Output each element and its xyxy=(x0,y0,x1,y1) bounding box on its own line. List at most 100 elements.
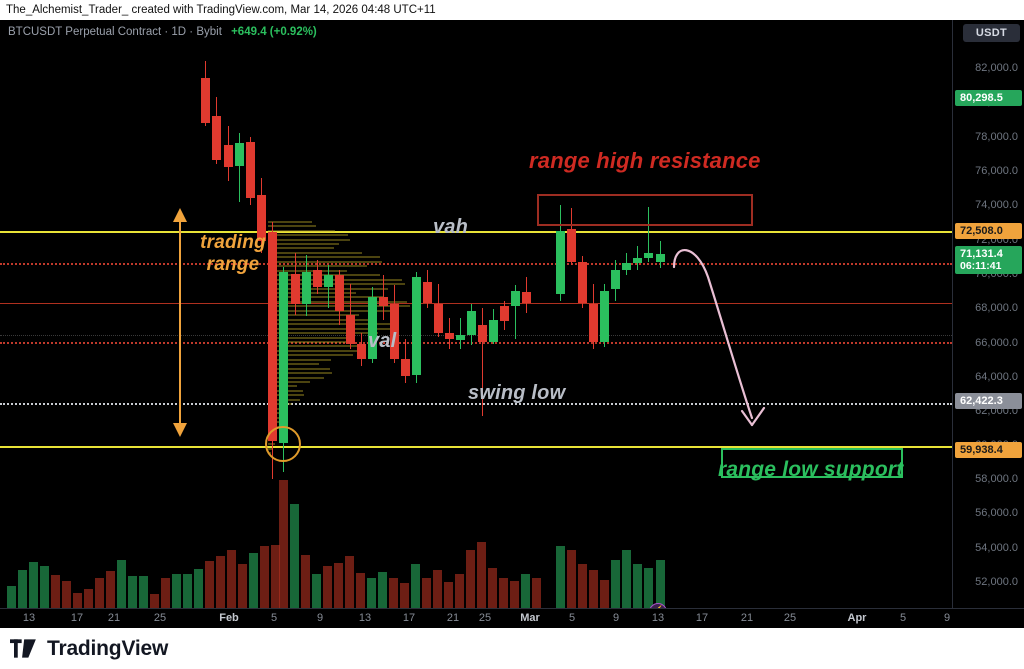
price-tag-value: 59,938.4 xyxy=(960,444,1003,456)
candle-body xyxy=(412,276,421,375)
time-tick-label: 5 xyxy=(899,612,907,624)
candle-body xyxy=(235,143,244,166)
volume-bar xyxy=(510,581,519,608)
time-tick-label: 25 xyxy=(783,612,797,624)
volume-bar xyxy=(622,550,631,608)
time-tick-label: 25 xyxy=(153,612,167,624)
volume-profile-row xyxy=(268,243,339,246)
candle-body xyxy=(589,304,598,342)
volume-profile-row xyxy=(268,256,380,259)
range-high-resistance-box[interactable] xyxy=(537,194,753,226)
price-tag-value: 72,508.0 xyxy=(960,225,1003,237)
vah-line xyxy=(0,263,952,266)
volume-bar xyxy=(422,578,431,608)
candle-body xyxy=(268,232,277,442)
time-tick-label: 21 xyxy=(107,612,121,624)
candle-body xyxy=(423,282,432,303)
time-tick-label: 21 xyxy=(446,612,460,624)
volume-profile-row xyxy=(268,247,334,250)
volume-bar xyxy=(389,578,398,608)
volume-bar xyxy=(279,480,288,608)
volume-bar xyxy=(106,571,115,608)
volume-bar xyxy=(139,576,148,608)
price-tick-label: 76,000.0 xyxy=(975,165,1018,177)
last-price-tag[interactable]: 71,131.4 06:11:41 xyxy=(955,246,1022,274)
volume-bar xyxy=(18,570,27,608)
volume-profile-row xyxy=(268,367,330,370)
candle-wick xyxy=(515,285,516,339)
volume-profile-row xyxy=(268,345,362,348)
chart-legend: BTCUSDT Perpetual Contract · 1D · Bybit … xyxy=(8,26,317,38)
candle-body xyxy=(379,297,388,307)
high-tag[interactable]: 80,298.5 xyxy=(955,90,1022,106)
volume-profile-row xyxy=(268,376,324,379)
volume-profile-row xyxy=(268,318,371,321)
price-tick-label: 66,000.0 xyxy=(975,337,1018,349)
candle-body xyxy=(279,271,288,444)
volume-bar xyxy=(589,570,598,608)
price-tick-label: 52,000.0 xyxy=(975,576,1018,588)
candle-body xyxy=(456,335,465,341)
volume-profile-row xyxy=(268,332,378,335)
tradingview-wordmark: TradingView xyxy=(47,636,169,660)
candle-body xyxy=(578,261,587,303)
range-low-support-box[interactable] xyxy=(721,448,903,478)
candle-body xyxy=(224,145,233,168)
candle-body xyxy=(302,271,311,305)
candle-body xyxy=(467,311,476,336)
gridline-faint xyxy=(0,335,952,337)
price-plot-area[interactable]: range high resistance range low support … xyxy=(0,20,952,608)
candle-body xyxy=(313,270,322,288)
volume-bar xyxy=(600,580,609,608)
volume-profile-row xyxy=(268,336,350,339)
price-tick-label: 74,000.0 xyxy=(975,199,1018,211)
price-tick-label: 56,000.0 xyxy=(975,507,1018,519)
resistance-tag[interactable]: 72,508.0 xyxy=(955,223,1022,239)
candle-body xyxy=(201,78,210,123)
candle-body xyxy=(445,333,454,339)
volume-bar xyxy=(334,563,343,608)
price-tag-countdown: 06:11:41 xyxy=(960,260,1002,272)
time-tick-label: 9 xyxy=(612,612,620,624)
volume-bar xyxy=(161,578,170,608)
volume-bar xyxy=(633,564,642,608)
candle-body xyxy=(633,258,642,264)
time-scale[interactable]: 13 17 21 25 Feb 5 9 13 17 21 25 Mar 5 9 13 17 21 25 Apr 5 9 xyxy=(0,608,1024,628)
volume-bar xyxy=(172,574,181,608)
volume-bar xyxy=(194,569,203,608)
currency-chip[interactable]: USDT xyxy=(962,24,1020,42)
volume-bar xyxy=(150,594,159,608)
volume-bar xyxy=(455,574,464,608)
volume-bar xyxy=(378,572,387,608)
volume-bar xyxy=(29,562,38,608)
volume-profile-row xyxy=(268,327,394,330)
volume-bar xyxy=(356,573,365,608)
entry-circle-marker[interactable] xyxy=(265,426,301,462)
volume-bar xyxy=(644,568,653,608)
volume-profile-row xyxy=(268,349,365,352)
volume-bar xyxy=(40,566,49,608)
volume-bar xyxy=(271,545,280,608)
price-scale[interactable]: USDT 82,000.080,000.078,000.076,000.074,… xyxy=(952,20,1024,622)
volume-bar xyxy=(345,556,354,608)
time-tick-label: 9 xyxy=(316,612,324,624)
volume-profile-row xyxy=(268,238,350,241)
legend-symbol: BTCUSDT Perpetual Contract · 1D · Bybit xyxy=(8,26,222,38)
volume-bar xyxy=(227,550,236,608)
volume-profile-row xyxy=(268,234,348,237)
time-tick-label: 13 xyxy=(22,612,36,624)
support-tag[interactable]: 59,938.4 xyxy=(955,442,1022,458)
volume-profile-row xyxy=(268,340,346,343)
time-tick-label: 21 xyxy=(740,612,754,624)
volume-bar xyxy=(611,560,620,608)
footer: TradingView xyxy=(0,628,1024,669)
candle-body xyxy=(656,254,665,262)
swing-low-tag[interactable]: 62,422.3 xyxy=(955,393,1022,409)
time-tick-label: Feb xyxy=(219,612,239,624)
price-tick-label: 68,000.0 xyxy=(975,302,1018,314)
volume-bar xyxy=(51,575,60,608)
legend-change: +649.4 (+0.92%) xyxy=(231,26,317,38)
volume-bar xyxy=(488,568,497,608)
volume-bar xyxy=(7,586,16,608)
volume-profile-row xyxy=(268,260,382,263)
